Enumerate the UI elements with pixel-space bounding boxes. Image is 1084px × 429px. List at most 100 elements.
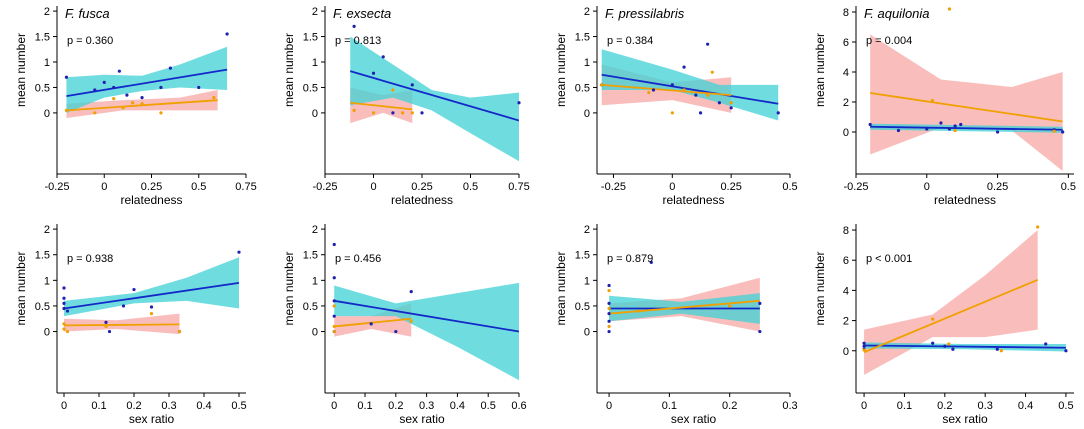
y-tick-label: 0.5 xyxy=(575,82,590,94)
blue-data-point xyxy=(121,304,126,308)
x-tick-label: 0.5 xyxy=(1058,400,1073,412)
blue-data-point xyxy=(607,283,611,288)
blue-confidence-band xyxy=(66,46,228,113)
blue-fit-line xyxy=(601,73,779,105)
orange-data-point xyxy=(647,90,651,95)
y-tick-label: 2 xyxy=(584,6,590,18)
blue-data-point xyxy=(729,106,733,110)
y-axis-label: mean number xyxy=(554,251,568,325)
p-value-label: p = 0.938 xyxy=(67,253,113,265)
x-tick-label: 0 xyxy=(101,181,107,193)
x-tick-label: 0.25 xyxy=(141,181,162,193)
y-tick-label: 8 xyxy=(843,225,849,237)
blue-data-point xyxy=(391,111,395,115)
orange-data-point xyxy=(607,306,611,311)
blue-data-point xyxy=(947,127,952,131)
x-tick-label: 0.2 xyxy=(126,400,141,412)
x-tick-label: 0.75 xyxy=(508,181,529,193)
y-axis-label: mean number xyxy=(282,251,296,325)
blue-data-point xyxy=(995,130,1000,134)
orange-fit-line xyxy=(601,84,732,96)
blue-data-point xyxy=(1061,130,1065,134)
x-tick-label: 0.4 xyxy=(196,400,211,412)
orange-fit-line xyxy=(334,317,412,328)
orange-data-point xyxy=(670,111,674,115)
x-tick-label: 0 xyxy=(331,400,337,412)
blue-data-point xyxy=(65,309,70,313)
y-axis-label: mean number xyxy=(282,33,296,107)
orange-data-point xyxy=(1052,129,1056,133)
orange-data-point xyxy=(352,108,356,112)
x-tick-label: 0.5 xyxy=(191,181,206,193)
plot-area xyxy=(863,230,1066,375)
x-tick-label: 0.1 xyxy=(662,400,677,412)
y-tick-label: 0 xyxy=(312,108,318,120)
orange-data-point xyxy=(682,88,686,92)
blue-data-point xyxy=(959,122,963,127)
x-axis-label: sex ratio xyxy=(942,412,988,426)
y-tick-label: 1 xyxy=(584,275,590,287)
x-tick-label: 0.1 xyxy=(91,400,106,412)
blue-data-point xyxy=(607,319,611,323)
blue-data-point xyxy=(649,260,653,265)
orange-fit-line xyxy=(63,323,180,327)
orange-data-point xyxy=(947,342,951,346)
x-tick-label: 0.3 xyxy=(161,400,176,412)
y-tick-label: 0.5 xyxy=(35,301,50,313)
blue-data-point xyxy=(197,85,201,90)
orange-data-point xyxy=(607,288,611,293)
blue-data-point xyxy=(682,65,686,69)
orange-data-point xyxy=(332,304,336,308)
x-axis-label: relatedness xyxy=(662,193,724,207)
y-tick-label: 0.5 xyxy=(303,82,318,94)
x-tick-label: 0.3 xyxy=(978,400,993,412)
blue-data-point xyxy=(102,80,106,84)
x-tick-label: 0 xyxy=(606,400,612,412)
x-axis-label: sex ratio xyxy=(671,412,717,426)
orange-confidence-band xyxy=(870,34,1063,171)
blue-data-point xyxy=(62,286,66,290)
blue-confidence-band xyxy=(601,49,779,121)
orange-data-point xyxy=(149,312,154,316)
orange-data-point xyxy=(930,98,935,103)
plot-area xyxy=(608,277,760,332)
blue-data-point xyxy=(776,111,780,115)
y-tick-label: 4 xyxy=(843,67,849,79)
blue-fit-line xyxy=(870,125,1063,131)
x-tick-label: 0 xyxy=(370,181,376,193)
orange-confidence-band xyxy=(864,230,1038,375)
y-tick-label: 1 xyxy=(312,57,318,69)
panel-5: 0 0.5 1 1.5 2 0 0.1 0.2 0.3 0.4 0.5 sex ratio mean n… xyxy=(14,224,247,426)
plot-area xyxy=(349,36,519,162)
blue-data-point xyxy=(381,55,385,59)
orange-data-point xyxy=(140,102,144,106)
y-tick-label: 0 xyxy=(584,327,590,339)
y-tick-label: 0 xyxy=(312,327,318,339)
orange-data-point xyxy=(64,108,69,112)
blue-data-point xyxy=(420,111,424,115)
y-axis-label: mean number xyxy=(554,33,568,107)
y-axis-label: mean number xyxy=(14,33,28,107)
blue-data-point xyxy=(332,242,336,247)
blue-data-point xyxy=(698,111,703,115)
y-tick-label: 0 xyxy=(44,327,50,339)
blue-data-point xyxy=(706,42,710,46)
y-tick-label: 1.5 xyxy=(303,32,318,44)
blue-data-point xyxy=(332,314,336,318)
x-tick-label: 0.4 xyxy=(1018,400,1033,412)
panel-title: F. fusca xyxy=(65,6,110,21)
x-tick-label: 0 xyxy=(669,181,675,193)
blue-confidence-band xyxy=(334,282,519,381)
orange-data-point xyxy=(93,111,97,115)
orange-data-point xyxy=(332,324,336,329)
blue-data-point xyxy=(607,312,611,316)
blue-data-point xyxy=(953,124,957,128)
panel-6: 0 0.5 1 1.5 2 0 0.1 0.2 0.3 0.4 0.5 0.6 sex ratio mea… xyxy=(282,224,527,426)
x-axis-label: relatedness xyxy=(391,193,453,207)
orange-data-point xyxy=(121,106,125,110)
p-value-label: p < 0.001 xyxy=(866,253,912,265)
blue-data-point xyxy=(931,341,935,345)
plot-area xyxy=(870,34,1063,171)
orange-data-point xyxy=(710,70,714,74)
x-tick-label: 0.3 xyxy=(419,400,434,412)
